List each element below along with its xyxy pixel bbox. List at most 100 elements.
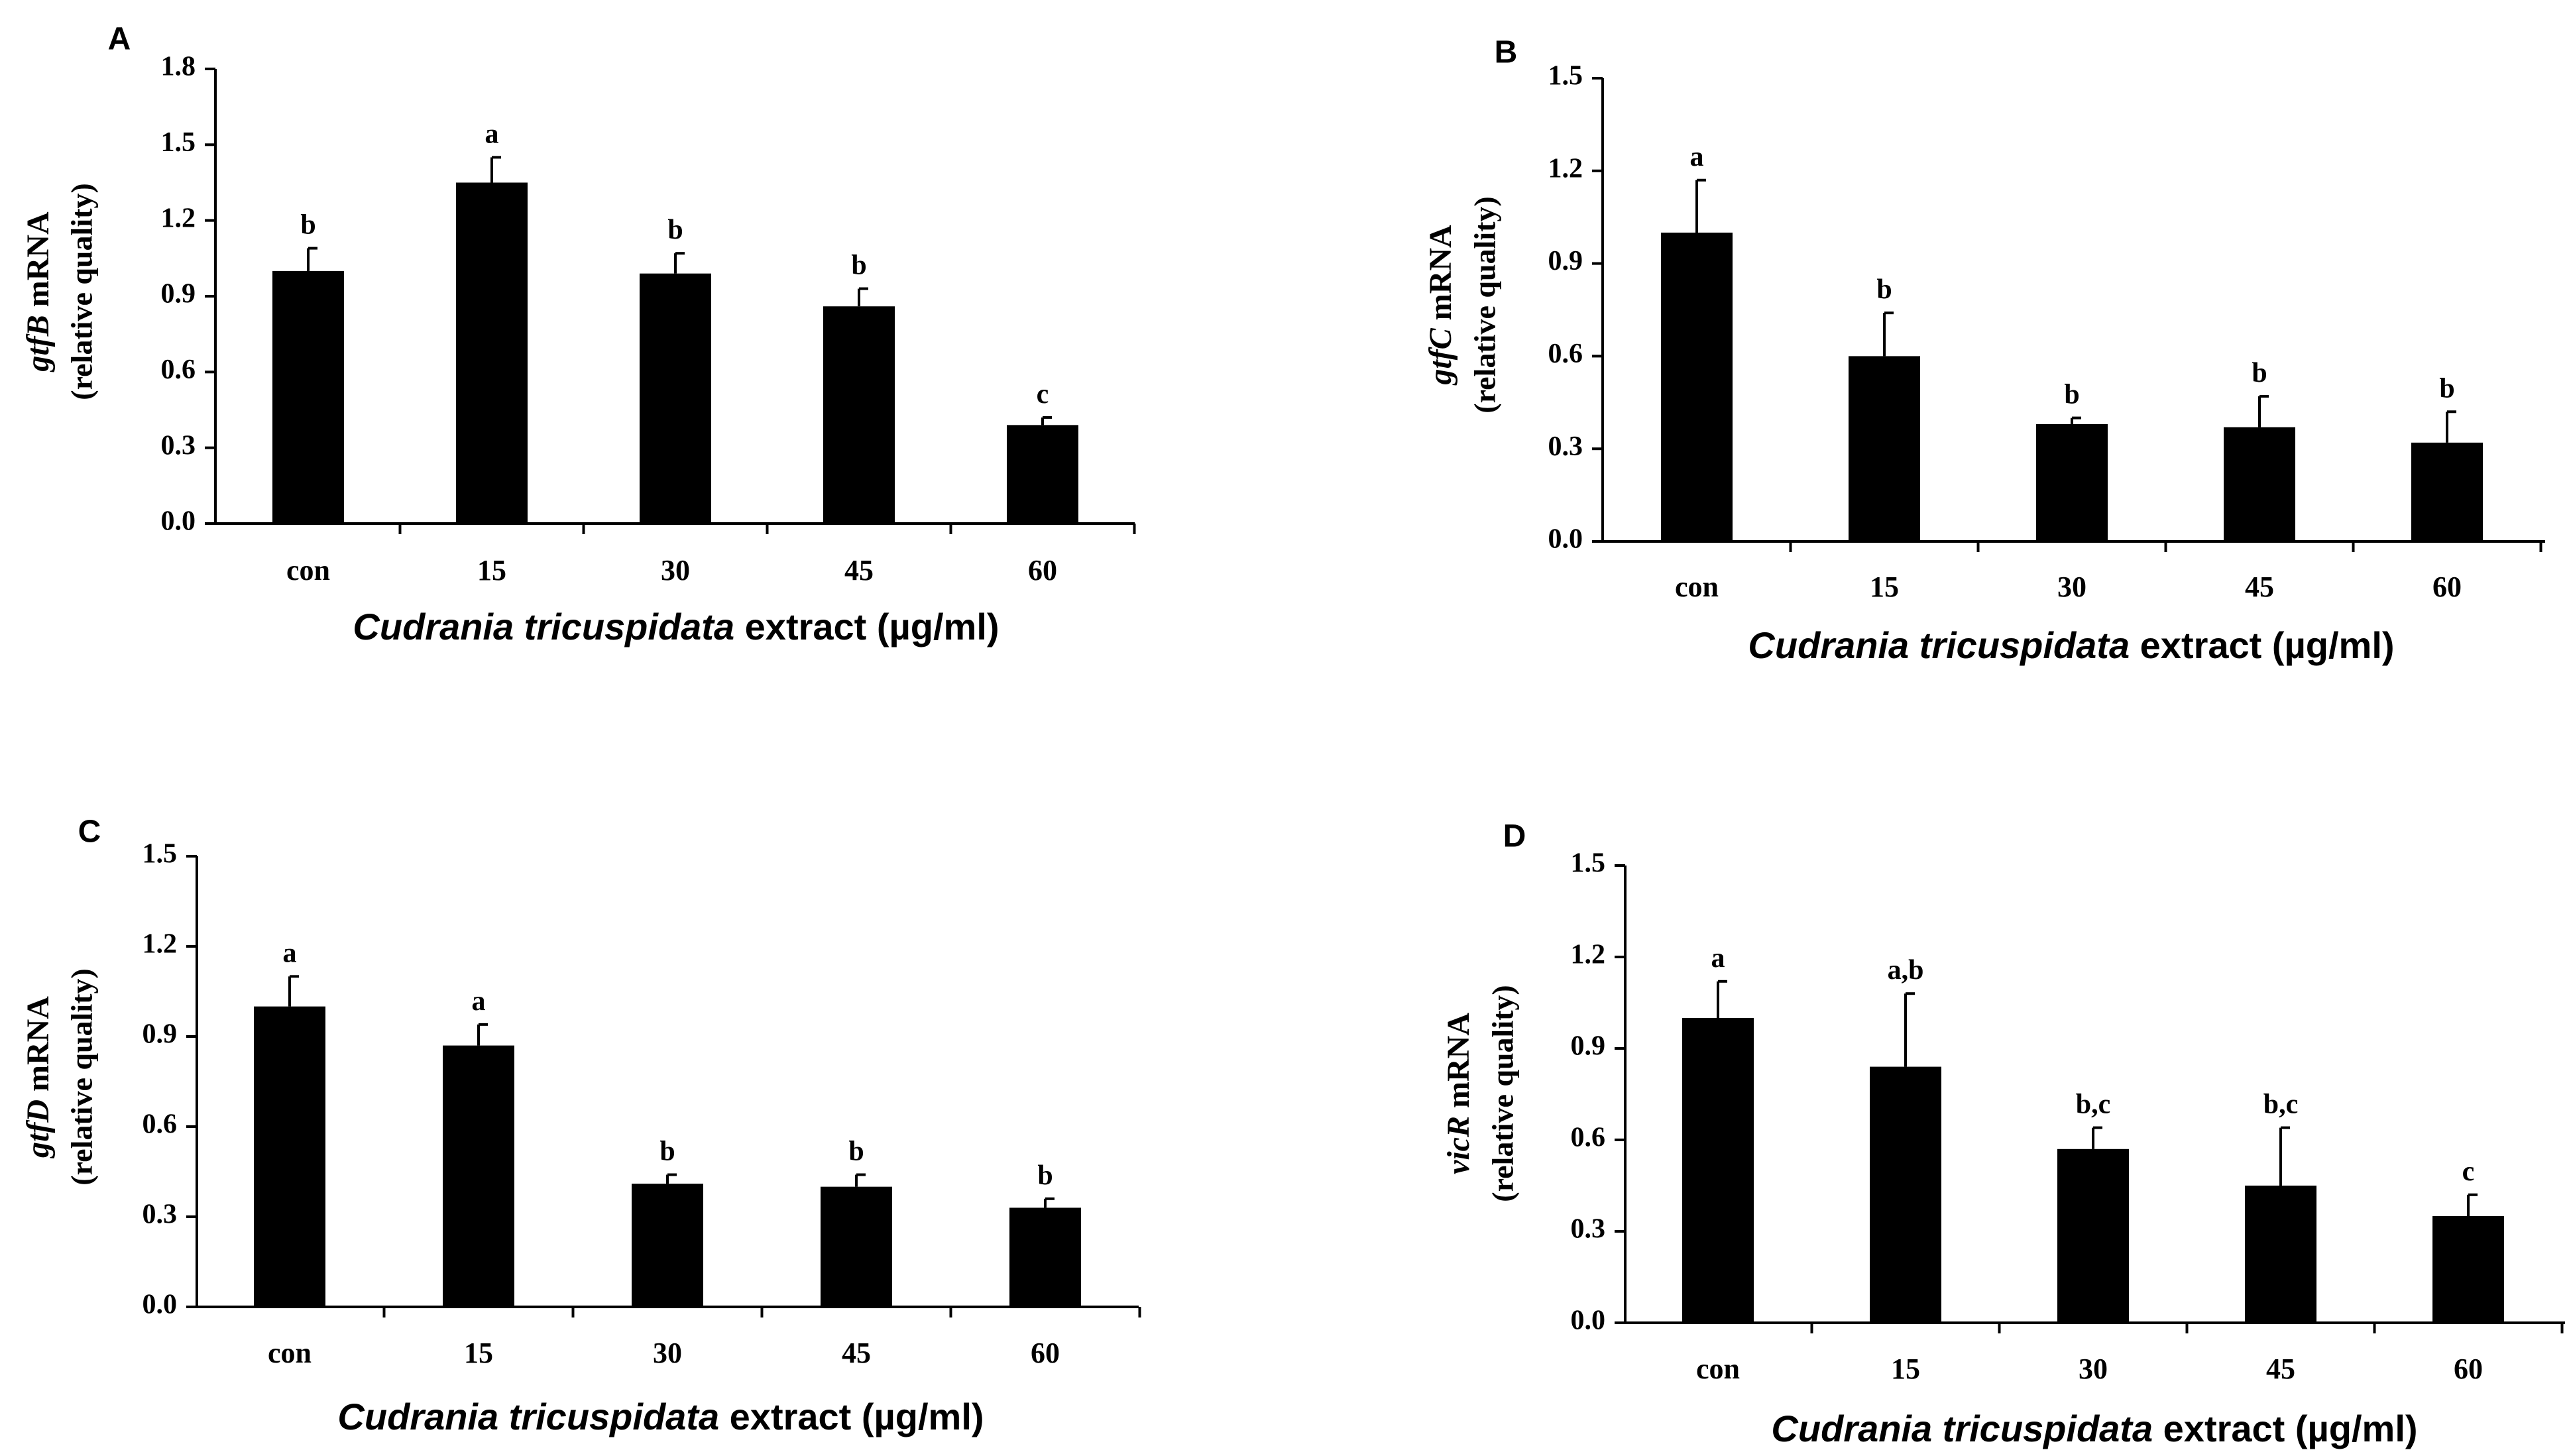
significance-label: b: [1876, 274, 1892, 305]
y-tick-label: 0.3: [1548, 431, 1583, 462]
x-axis-title: Cudrania tricuspidata extract (µg/ml): [353, 606, 999, 647]
y-axis-title: gtfB mRNA: [21, 211, 56, 372]
y-axis-subtitle: (relative quality): [65, 968, 99, 1185]
x-tick-label: 30: [2057, 571, 2086, 603]
significance-label: a: [283, 938, 297, 968]
y-axis-title-suffix: mRNA: [21, 996, 56, 1099]
y-tick-label: 1.5: [161, 127, 196, 158]
y-axis-gene-name: gtfB: [21, 315, 56, 372]
x-axis-title-suffix: extract (µg/ml): [2153, 1408, 2417, 1449]
x-tick-label: 45: [842, 1337, 871, 1369]
significance-label: a: [1690, 142, 1704, 172]
bar-con: [1661, 233, 1733, 541]
significance-label: b: [667, 215, 683, 245]
bar-60: [1009, 1207, 1081, 1307]
significance-label: b: [848, 1137, 864, 1167]
panel-letter: C: [78, 814, 101, 850]
x-tick-label: con: [268, 1337, 312, 1369]
y-tick-label: 0.0: [1548, 524, 1583, 555]
chart-panel-a: A 0.0 0.3 0.6 0.9 1.2 1.5 1.8 b con a 15 b 30 b 45 c 60 gt…: [21, 22, 1136, 647]
significance-label: c: [1037, 379, 1049, 410]
chart-panel-d: D 0.0 0.3 0.6 0.9 1.2 1.5 a con a,b 15 b,c 30 b,c 45 c 6…: [1441, 819, 2565, 1449]
chart-panel-c: C 0.0 0.3 0.6 0.9 1.2 1.5 a con a 15 b 30 b 45 b 60 gtfD …: [21, 814, 1141, 1437]
y-axis-subtitle: (relative quality): [1486, 985, 1520, 1202]
y-tick-label: 0.3: [1571, 1214, 1606, 1245]
bar-con: [1682, 1018, 1754, 1323]
x-tick-label: 15: [477, 554, 506, 587]
y-tick-label: 1.5: [143, 839, 178, 869]
y-axis-title-suffix: mRNA: [21, 211, 56, 315]
y-tick-label: 0.9: [1571, 1031, 1606, 1062]
chart-panel-b: B 0.0 0.3 0.6 0.9 1.2 1.5 a con b 15 b 30 b 45 b 60 gtfC …: [1423, 35, 2545, 666]
y-tick-label: 0.0: [161, 506, 196, 537]
x-tick-label: 30: [661, 554, 690, 587]
bar-30: [640, 273, 711, 524]
x-tick-label: 45: [2245, 571, 2274, 603]
x-axis-species-name: Cudrania tricuspidata: [1748, 624, 2130, 666]
significance-label: a: [485, 119, 499, 149]
bar-45: [2245, 1186, 2316, 1323]
panel-letter: B: [1495, 35, 1518, 70]
significance-label: a: [472, 986, 486, 1017]
significance-label: b,c: [2076, 1090, 2111, 1120]
x-tick-label: con: [1696, 1353, 1740, 1385]
x-axis-title: Cudrania tricuspidata extract (µg/ml): [1748, 624, 2394, 666]
x-axis-species-name: Cudrania tricuspidata: [353, 606, 734, 647]
panel-letter: D: [1503, 819, 1526, 854]
significance-label: b: [2064, 380, 2079, 410]
significance-label: b: [2252, 358, 2267, 388]
x-tick-label: 45: [2266, 1353, 2295, 1385]
x-axis-title-suffix: extract (µg/ml): [719, 1396, 984, 1437]
y-tick-label: 1.8: [161, 52, 196, 82]
x-tick-label: 30: [653, 1337, 682, 1369]
x-axis-title-suffix: extract (µg/ml): [2130, 624, 2394, 666]
y-tick-label: 0.6: [161, 355, 196, 385]
bar-15: [443, 1045, 514, 1307]
x-tick-label: 60: [2454, 1353, 2483, 1385]
significance-label: b: [1037, 1160, 1053, 1191]
y-axis-subtitle: (relative quality): [65, 183, 99, 400]
bar-30: [2057, 1148, 2129, 1323]
y-tick-label: 0.0: [143, 1290, 178, 1320]
x-tick-label: con: [1675, 571, 1719, 603]
x-tick-label: 15: [1870, 571, 1899, 603]
x-tick-label: 15: [1891, 1353, 1920, 1385]
x-axis-title-suffix: extract (µg/ml): [734, 606, 999, 647]
y-tick-label: 1.2: [1571, 940, 1606, 970]
y-axis-title: gtfD mRNA: [21, 996, 56, 1158]
bar-con: [254, 1006, 325, 1307]
significance-label: b: [300, 210, 315, 241]
x-tick-label: 60: [1031, 1337, 1060, 1369]
bar-45: [823, 306, 895, 524]
y-tick-label: 0.9: [143, 1019, 178, 1050]
y-tick-label: 0.9: [1548, 246, 1583, 276]
y-tick-label: 0.6: [1548, 339, 1583, 369]
x-axis-title: Cudrania tricuspidata extract (µg/ml): [337, 1396, 984, 1437]
bar-60: [2411, 442, 2483, 541]
y-tick-label: 1.5: [1548, 61, 1583, 91]
bar-15: [1870, 1066, 1941, 1323]
significance-label: b,c: [2263, 1090, 2299, 1120]
x-tick-label: con: [286, 554, 330, 587]
y-tick-label: 0.6: [1571, 1123, 1606, 1153]
bar-15: [1849, 356, 1920, 541]
x-tick-label: 30: [2079, 1353, 2108, 1385]
x-axis-species-name: Cudrania tricuspidata: [337, 1396, 719, 1437]
x-tick-label: 45: [844, 554, 874, 587]
significance-label: b: [851, 251, 866, 281]
y-axis-title: gtfC mRNA: [1423, 225, 1458, 386]
bar-60: [2432, 1216, 2504, 1323]
y-axis-gene-name: gtfC: [1423, 327, 1458, 385]
y-axis-gene-name: gtfD: [21, 1099, 56, 1158]
y-axis-title-suffix: mRNA: [1441, 1013, 1476, 1116]
bar-30: [2036, 423, 2108, 541]
y-tick-label: 1.2: [1548, 153, 1583, 184]
panel-letter: A: [108, 22, 131, 57]
bar-45: [2224, 427, 2295, 541]
y-tick-label: 0.9: [161, 279, 196, 309]
significance-label: b: [2439, 373, 2454, 404]
significance-label: a: [1711, 943, 1725, 974]
y-tick-label: 0.6: [143, 1109, 178, 1140]
y-tick-label: 1.5: [1571, 848, 1606, 879]
